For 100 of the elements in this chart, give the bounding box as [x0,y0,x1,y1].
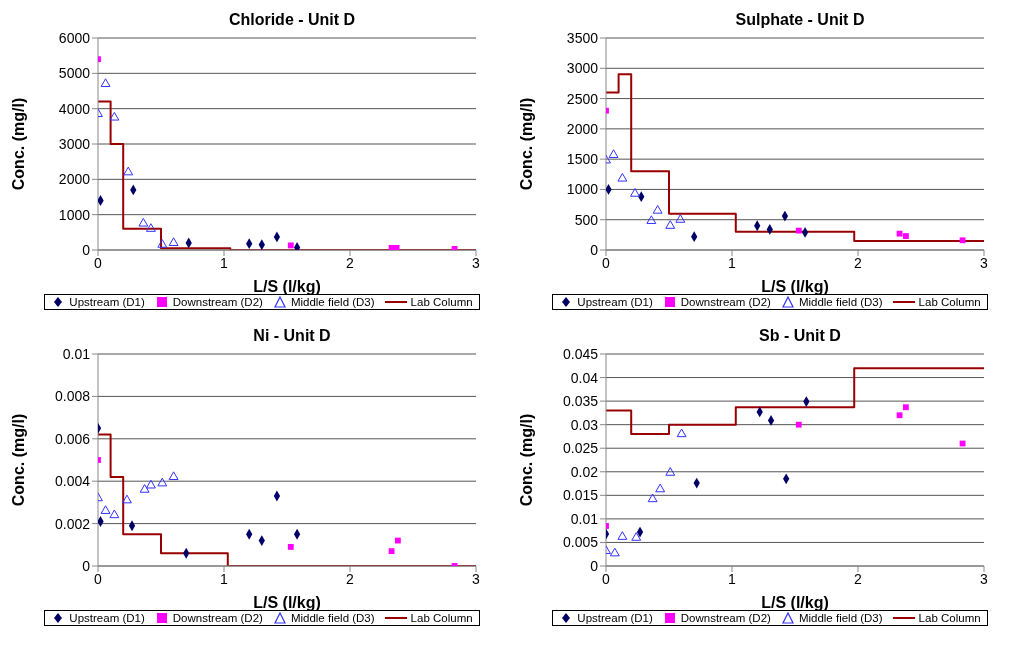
x-tick-label: 2 [346,570,355,587]
y-tick-label: 0.035 [562,393,599,410]
chart-title: Chloride - Unit D [228,11,356,28]
point [157,477,168,487]
x-tick-label: 1 [728,570,737,587]
x-tick-label: 2 [854,254,863,271]
legend-label: Middle field (D3) [797,612,883,624]
point [293,242,301,250]
y-tick-label: 0.002 [54,515,91,532]
point [100,78,111,87]
y-tick-label: 1000 [58,206,91,223]
legend-label: Lab Column [917,612,981,624]
point [617,531,628,540]
legend-label: Lab Column [917,296,981,308]
y-tick-label: 2500 [566,90,599,107]
point [109,509,120,519]
y-tick-label: 0 [590,557,599,574]
y-tick-label: 0.01 [62,345,91,362]
point [122,494,132,504]
legend-label: Downstream (D2) [171,296,263,308]
point [767,415,775,426]
point [676,428,687,438]
point [608,149,619,158]
x-tick-label: 0 [602,570,611,587]
y-tick-label: 500 [574,211,599,228]
y-tick-label: 0.045 [562,345,599,362]
legend-label: Middle field (D3) [797,296,883,308]
point [631,532,642,541]
y-tick-label: 2000 [58,171,91,188]
point [655,483,666,493]
y-tick-label: 0.008 [54,388,91,405]
point [138,217,149,227]
legend-label: Upstream (D1) [68,296,145,308]
point [675,214,686,223]
legend-label: Lab Column [409,612,473,624]
legend-label: Lab Column [409,296,473,308]
y-tick-label: 6000 [58,29,91,46]
y-tick-label: 0.006 [54,430,91,447]
y-axis-title: Conc. (mg/l) [517,413,535,507]
legend-label: Upstream (D1) [68,612,145,624]
y-tick-label: 0 [590,241,599,258]
legend-label: Downstream (D2) [171,612,263,624]
x-tick-label: 0 [94,570,103,587]
x-tick-label: 3 [980,254,989,271]
x-tick-label: 1 [220,570,229,587]
legend-label: Downstream (D2) [679,612,771,624]
x-tick-label: 0 [602,254,611,271]
y-axis-title: Conc. (mg/l) [9,413,27,507]
chart-title: Ni - Unit D [253,327,331,344]
y-tick-label: 0.005 [562,534,599,551]
point [609,547,620,557]
y-tick-label: 4000 [58,100,91,117]
point [902,233,909,239]
y-tick-label: 0.01 [570,510,599,527]
point [145,223,156,232]
point [646,215,657,224]
point [801,227,809,238]
legend-label: Middle field (D3) [289,612,375,624]
x-tick-label: 0 [94,254,103,271]
point [795,227,802,234]
y-tick-label: 2000 [566,120,599,137]
y-tick-label: 0.025 [562,440,599,457]
x-tick-label: 3 [472,570,481,587]
point [630,188,640,197]
legend-label: Downstream (D2) [679,296,771,308]
y-tick-label: 3500 [566,29,599,46]
y-tick-label: 0.02 [570,463,599,480]
x-tick-label: 3 [980,570,989,587]
y-tick-label: 0 [82,241,91,258]
point [139,484,150,493]
point [617,172,628,182]
legend-label: Middle field (D3) [289,296,375,308]
x-tick-label: 2 [854,570,863,587]
point [145,479,156,489]
point [652,205,663,214]
point [647,493,658,503]
y-tick-label: 3000 [58,135,91,152]
point [902,404,909,411]
chart-title: Sb - Unit D [759,327,841,344]
y-axis-title: Conc. (mg/l) [9,97,27,191]
y-tick-label: 0.004 [54,473,91,490]
point [393,244,400,250]
point [665,220,676,229]
point [123,166,134,176]
x-tick-label: 2 [346,254,355,271]
point [287,242,294,249]
y-tick-label: 1500 [566,151,599,168]
y-axis-title: Conc. (mg/l) [517,97,535,191]
point [109,111,120,121]
point [795,421,802,428]
point [665,467,676,476]
point [100,505,111,514]
y-tick-label: 0.015 [562,487,599,504]
chart-title: Sulphate - Unit D [735,11,865,28]
point [287,544,294,550]
y-tick-label: 3000 [566,60,599,77]
point [168,471,179,481]
y-tick-label: 0.03 [570,416,599,433]
x-tick-label: 1 [728,254,737,271]
x-tick-label: 1 [220,254,229,271]
